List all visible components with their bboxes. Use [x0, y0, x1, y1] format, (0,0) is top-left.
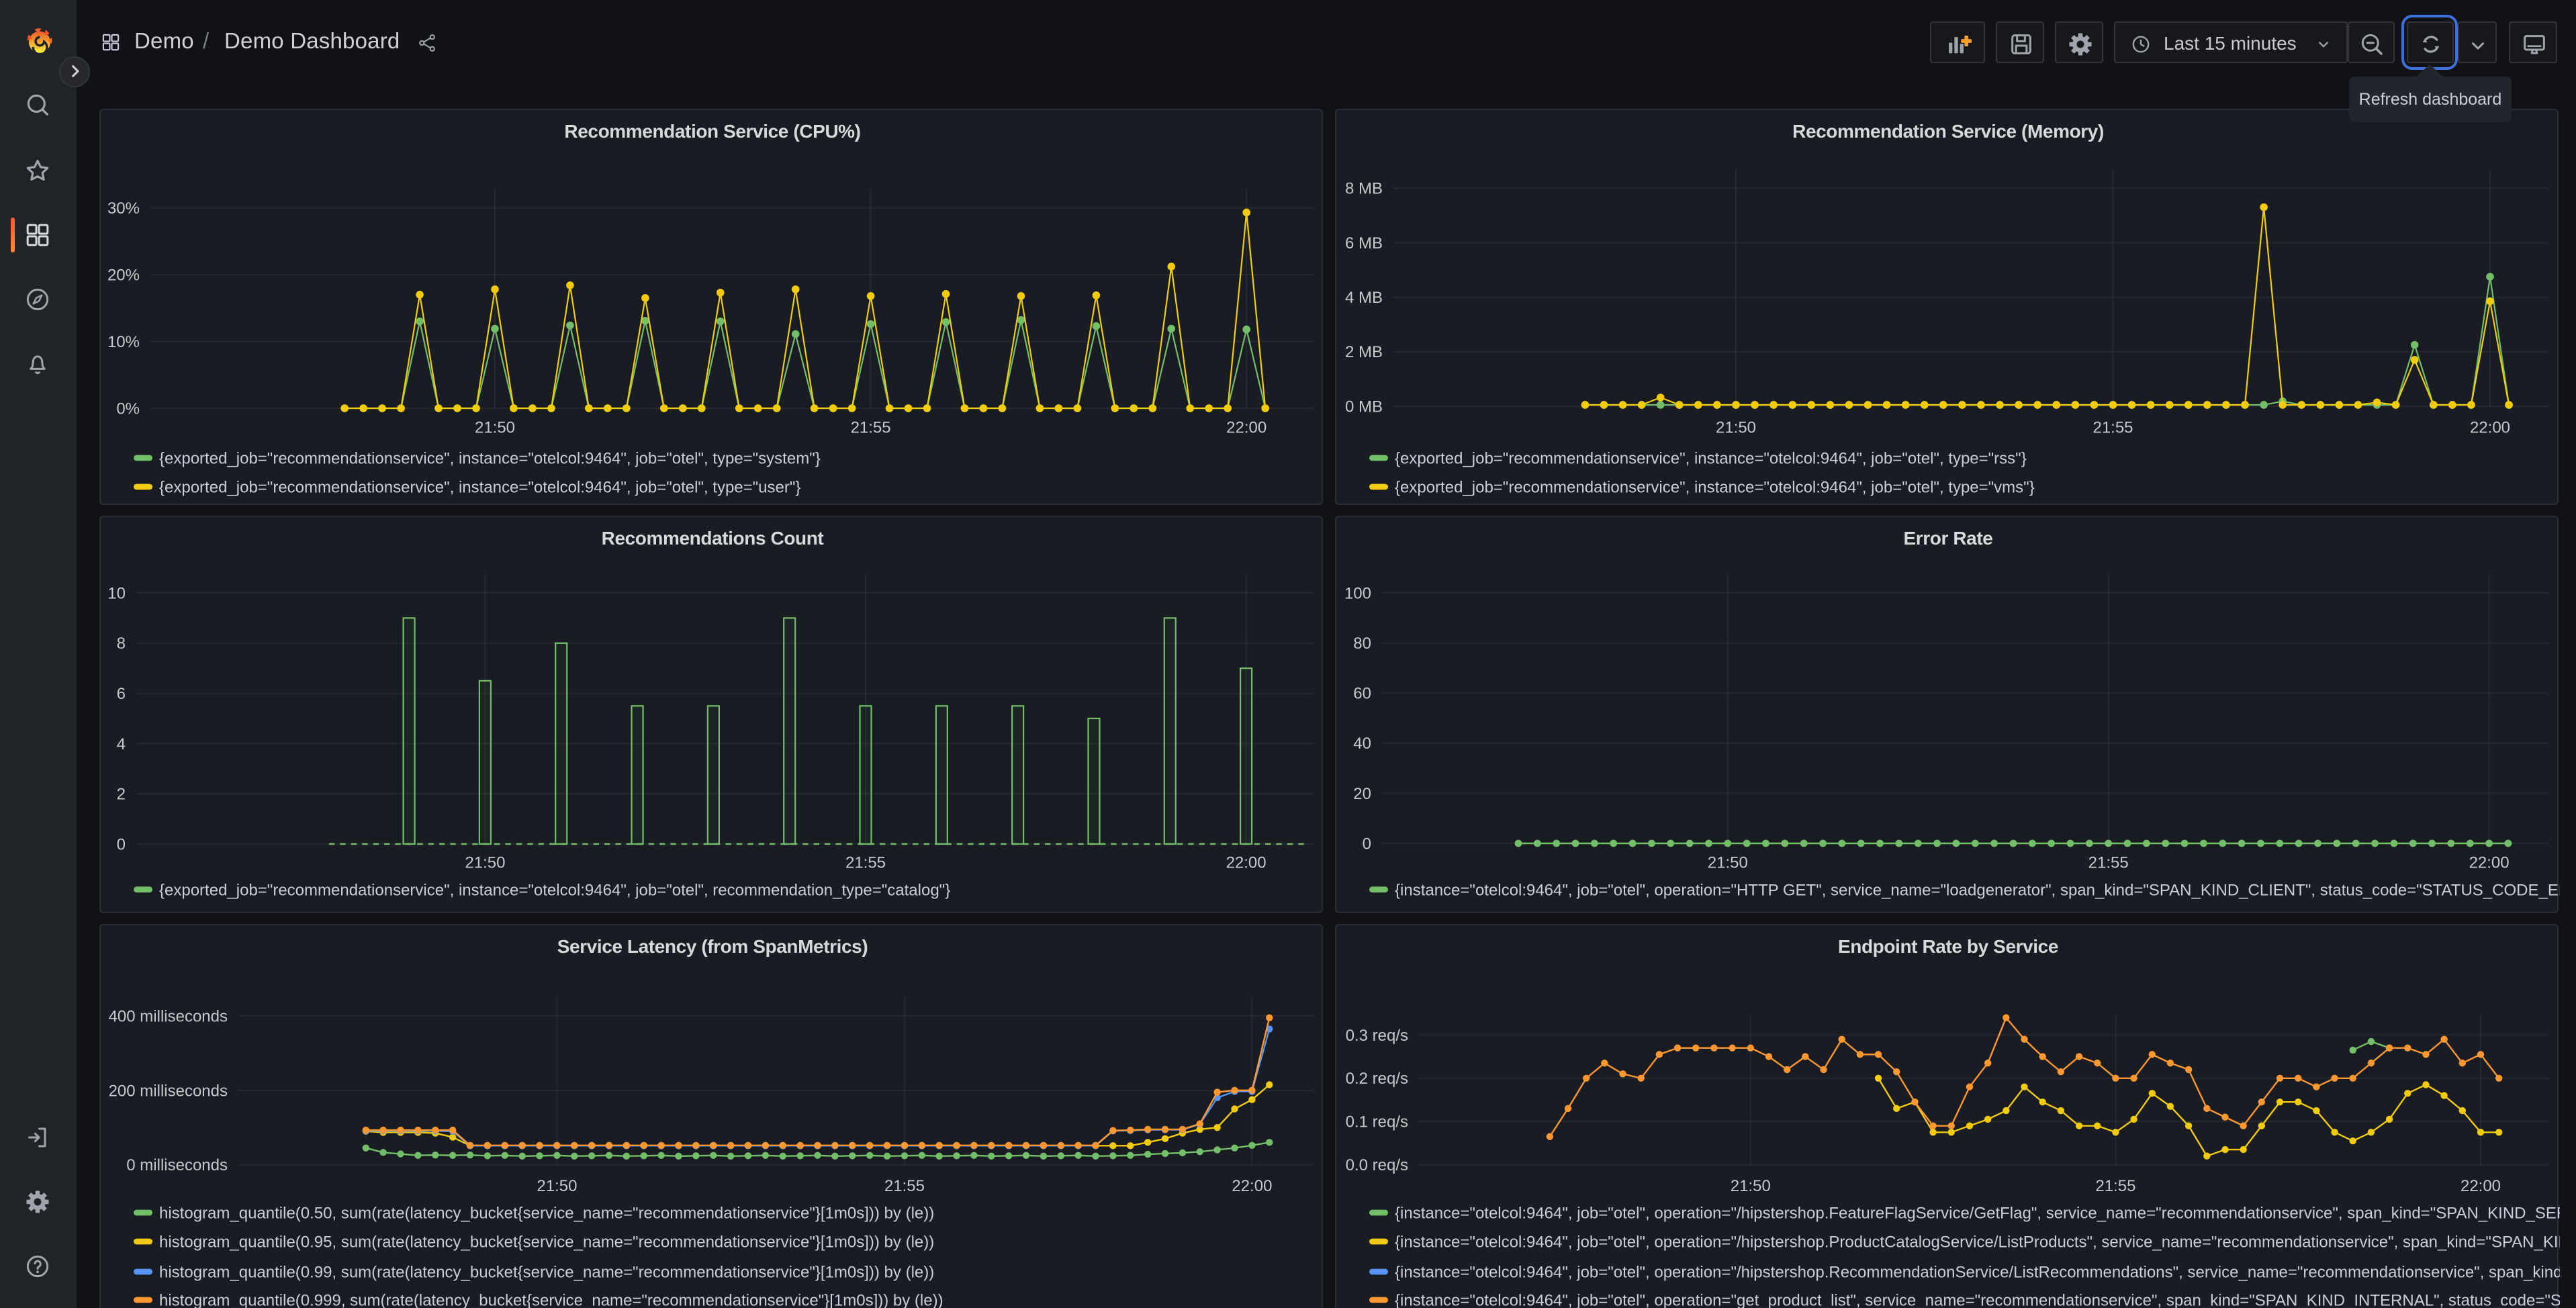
svg-text:80: 80: [1352, 635, 1371, 653]
svg-text:histogram_quantile(0.50, sum(r: histogram_quantile(0.50, sum(rate(latenc…: [159, 1205, 934, 1223]
svg-text:30%: 30%: [107, 199, 140, 217]
svg-text:200 milliseconds: 200 milliseconds: [109, 1082, 228, 1100]
svg-text:22:00: 22:00: [1226, 418, 1267, 436]
svg-text:{instance="otelcol:9464", job=: {instance="otelcol:9464", job="otel", op…: [1394, 1233, 2559, 1252]
svg-text:Service Latency (from SpanMetr: Service Latency (from SpanMetrics): [557, 936, 868, 957]
svg-text:{exported_job="recommendations: {exported_job="recommendationservice", i…: [1394, 478, 2034, 496]
svg-text:21:50: 21:50: [537, 1177, 577, 1195]
svg-text:21:55: 21:55: [2088, 853, 2128, 872]
svg-text:60: 60: [1352, 685, 1371, 703]
svg-text:{exported_job="recommendations: {exported_job="recommendationservice", i…: [159, 881, 950, 899]
svg-text:{instance="otelcol:9464", job=: {instance="otelcol:9464", job="otel", op…: [1394, 1205, 2559, 1223]
svg-text:4 MB: 4 MB: [1344, 288, 1382, 306]
svg-text:{exported_job="recommendations: {exported_job="recommendationservice", i…: [159, 478, 800, 496]
svg-text:0.2 req/s: 0.2 req/s: [1345, 1070, 1408, 1088]
svg-text:0 MB: 0 MB: [1344, 397, 1382, 415]
svg-text:0.0 req/s: 0.0 req/s: [1345, 1156, 1408, 1174]
svg-text:10%: 10%: [107, 332, 140, 351]
svg-text:21:55: 21:55: [2095, 1177, 2135, 1195]
svg-text:22:00: 22:00: [2469, 418, 2510, 436]
svg-text:0: 0: [1362, 835, 1371, 853]
svg-text:2: 2: [117, 786, 126, 804]
svg-text:21:55: 21:55: [2092, 418, 2132, 436]
svg-text:histogram_quantile(0.95, sum(r: histogram_quantile(0.95, sum(rate(latenc…: [159, 1233, 934, 1252]
svg-text:2 MB: 2 MB: [1344, 342, 1382, 361]
svg-text:{exported_job="recommendations: {exported_job="recommendationservice", i…: [159, 449, 821, 467]
svg-text:22:00: 22:00: [2460, 1177, 2500, 1195]
svg-text:21:50: 21:50: [465, 853, 505, 872]
svg-text:22:00: 22:00: [1232, 1177, 1272, 1195]
svg-text:100: 100: [1344, 584, 1371, 602]
svg-text:21:55: 21:55: [851, 418, 891, 436]
svg-text:21:55: 21:55: [884, 1177, 925, 1195]
svg-text:6 MB: 6 MB: [1344, 234, 1382, 252]
svg-text:21:55: 21:55: [845, 853, 886, 872]
svg-text:Recommendation Service (CPU%): Recommendation Service (CPU%): [564, 120, 860, 141]
svg-text:20: 20: [1352, 785, 1371, 803]
svg-text:21:50: 21:50: [1707, 853, 1747, 872]
svg-text:400 milliseconds: 400 milliseconds: [109, 1007, 228, 1025]
svg-text:{instance="otelcol:9464", job=: {instance="otelcol:9464", job="otel", op…: [1394, 881, 2559, 899]
svg-text:22:00: 22:00: [1226, 853, 1267, 872]
svg-text:21:50: 21:50: [475, 418, 515, 436]
svg-text:21:50: 21:50: [1730, 1177, 1770, 1195]
svg-text:{instance="otelcol:9464", job=: {instance="otelcol:9464", job="otel", op…: [1394, 1264, 2559, 1282]
svg-text:4: 4: [117, 735, 126, 753]
svg-text:8: 8: [117, 635, 126, 653]
svg-text:6: 6: [117, 685, 126, 703]
svg-text:0%: 0%: [116, 399, 140, 417]
svg-text:0: 0: [117, 835, 126, 853]
svg-text:Recommendations Count: Recommendations Count: [602, 528, 824, 549]
svg-text:20%: 20%: [107, 265, 140, 283]
svg-text:8 MB: 8 MB: [1344, 179, 1382, 197]
svg-text:histogram_quantile(0.99, sum(r: histogram_quantile(0.99, sum(rate(latenc…: [159, 1264, 934, 1282]
svg-text:0 milliseconds: 0 milliseconds: [126, 1156, 228, 1174]
svg-text:{instance="otelcol:9464", job=: {instance="otelcol:9464", job="otel", op…: [1394, 1292, 2559, 1308]
svg-text:Recommendation Service (Memory: Recommendation Service (Memory): [1792, 120, 2103, 141]
svg-text:Endpoint Rate by Service: Endpoint Rate by Service: [1837, 936, 2058, 957]
svg-text:40: 40: [1352, 735, 1371, 753]
svg-text:{exported_job="recommendations: {exported_job="recommendationservice", i…: [1394, 449, 2026, 467]
svg-text:10: 10: [107, 584, 126, 602]
svg-text:22:00: 22:00: [2469, 853, 2509, 872]
svg-text:0.3 req/s: 0.3 req/s: [1345, 1027, 1408, 1045]
svg-text:21:50: 21:50: [1715, 418, 1755, 436]
svg-text:histogram_quantile(0.999, sum(: histogram_quantile(0.999, sum(rate(laten…: [159, 1292, 944, 1308]
svg-text:Error Rate: Error Rate: [1903, 528, 1992, 549]
svg-text:0.1 req/s: 0.1 req/s: [1345, 1113, 1408, 1131]
